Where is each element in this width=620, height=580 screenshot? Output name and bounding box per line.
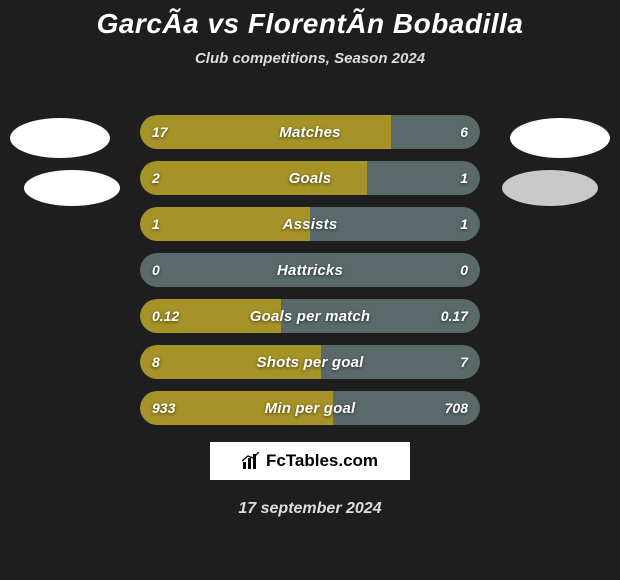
stat-label: Shots per goal: [140, 345, 480, 379]
stat-row-min-per-goal: 933708Min per goal: [140, 391, 480, 425]
player-left-avatar-2: [24, 170, 120, 206]
subtitle: Club competitions, Season 2024: [0, 40, 620, 67]
stat-label: Assists: [140, 207, 480, 241]
player-right-avatar-1: [510, 118, 610, 158]
stat-row-shots-per-goal: 87Shots per goal: [140, 345, 480, 379]
stat-label: Matches: [140, 115, 480, 149]
stat-row-assists: 11Assists: [140, 207, 480, 241]
stat-row-goals-per-match: 0.120.17Goals per match: [140, 299, 480, 333]
stat-row-matches: 176Matches: [140, 115, 480, 149]
watermark: FcTables.com: [210, 442, 410, 480]
player-left-avatar-1: [10, 118, 110, 158]
date-label: 17 september 2024: [0, 500, 620, 518]
stat-row-goals: 21Goals: [140, 161, 480, 195]
page-title: GarcÃ­a vs FlorentÃ­n Bobadilla: [0, 0, 620, 40]
chart-icon: [242, 452, 260, 470]
stat-label: Goals: [140, 161, 480, 195]
stat-label: Hattricks: [140, 253, 480, 287]
comparison-chart: 176Matches 21Goals 11Assists 00Hattricks 0.1…: [140, 115, 480, 437]
stat-row-hattricks: 00Hattricks: [140, 253, 480, 287]
stat-label: Goals per match: [140, 299, 480, 333]
watermark-text: FcTables.com: [266, 451, 378, 471]
stat-label: Min per goal: [140, 391, 480, 425]
player-right-avatar-2: [502, 170, 598, 206]
